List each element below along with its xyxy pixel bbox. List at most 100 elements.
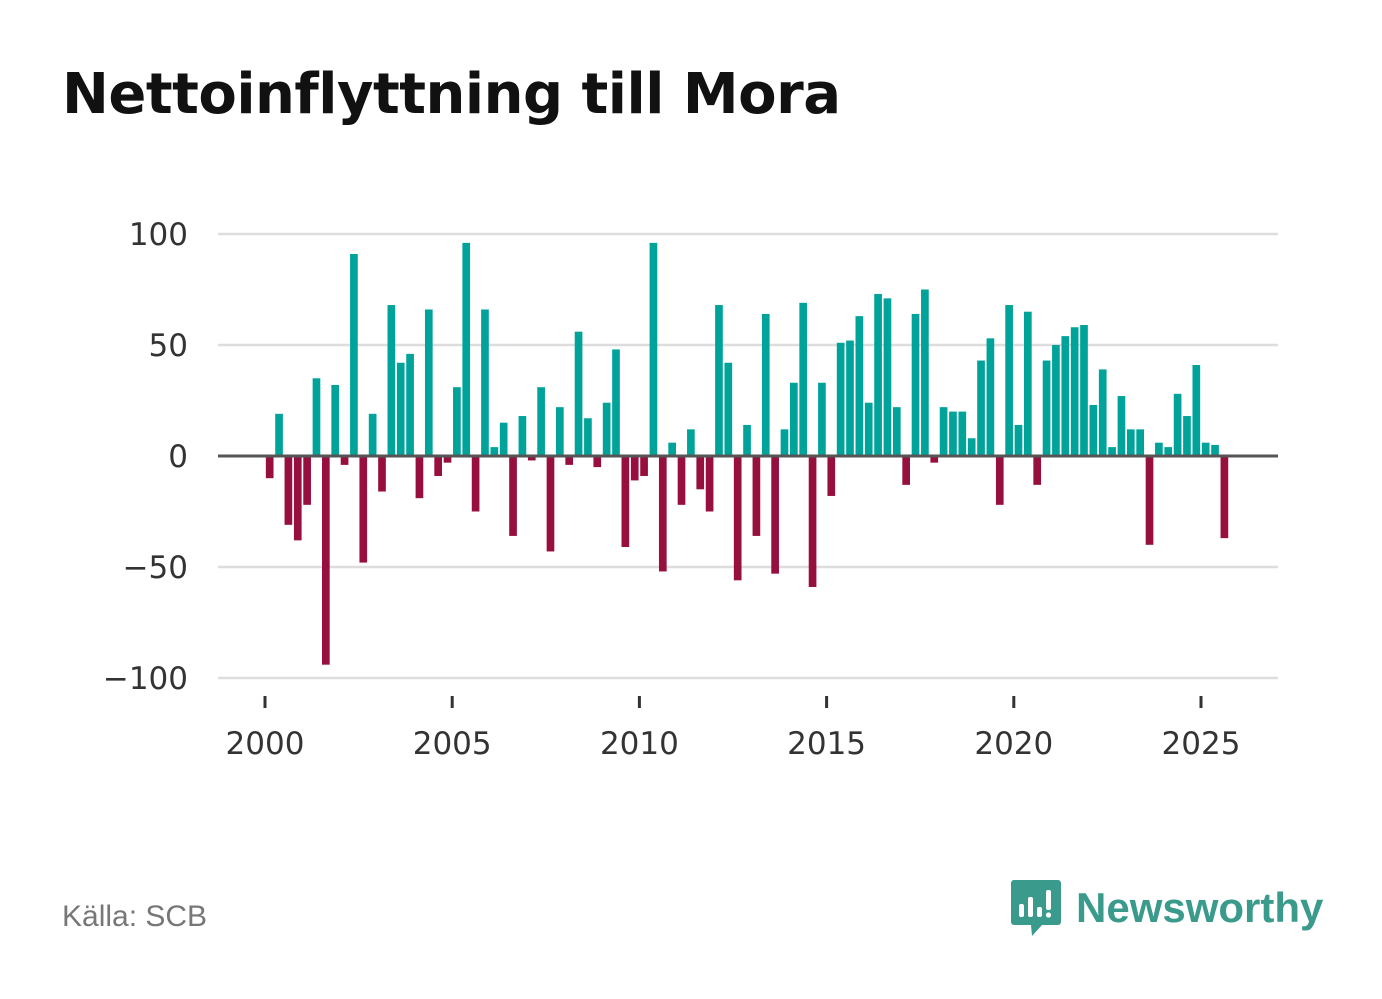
bar: [1098, 369, 1107, 456]
newsworthy-chart-bubble-icon: [1011, 880, 1061, 936]
bar: [808, 456, 817, 587]
x-tick-label: 2025: [1162, 726, 1241, 762]
x-tick-label: 2010: [600, 726, 679, 762]
bar: [761, 313, 770, 456]
bar: [780, 429, 789, 456]
bar: [949, 411, 957, 456]
bar: [434, 456, 442, 476]
bar: [359, 456, 368, 563]
bar: [1033, 456, 1042, 485]
bar: [584, 418, 592, 456]
bar: [312, 378, 321, 456]
bar: [340, 456, 349, 465]
bar: [658, 456, 667, 572]
bar: [424, 309, 433, 456]
bar: [705, 456, 714, 512]
bar: [827, 456, 836, 496]
bar: [687, 429, 695, 456]
bar: [602, 402, 611, 456]
bar: [453, 387, 461, 456]
bar: [1117, 396, 1126, 456]
bar: [995, 456, 1004, 505]
bar: [556, 407, 564, 456]
x-axis: 2000 2005 2010 2015 2020 2025: [226, 696, 1241, 762]
bar: [1042, 360, 1051, 456]
y-tick-label: −50: [123, 550, 188, 586]
y-tick-label: 0: [168, 439, 188, 475]
bar: [799, 302, 808, 456]
bar: [1080, 325, 1088, 456]
bar: [883, 298, 892, 456]
logo-wordmark: Newsworthy: [1076, 884, 1324, 931]
x-tick-label: 2020: [974, 726, 1053, 762]
bar: [574, 331, 583, 456]
bar: [892, 407, 901, 456]
bar: [930, 456, 939, 463]
bar: [939, 407, 948, 456]
y-tick-label: 100: [129, 217, 188, 253]
bar: [1136, 429, 1144, 456]
bar: [1220, 456, 1229, 539]
newsworthy-logo: Newsworthy: [1010, 878, 1323, 938]
bar: [874, 293, 882, 456]
bar: [846, 340, 854, 456]
bar: [1192, 364, 1201, 456]
bar: [387, 305, 396, 456]
bar: [752, 456, 761, 536]
bar: [864, 402, 873, 456]
bar: [1089, 404, 1098, 456]
bar: [1061, 336, 1070, 456]
bar: [537, 387, 545, 456]
bar: [462, 242, 471, 456]
bar: [368, 413, 377, 456]
bar: [649, 242, 658, 456]
x-tick-label: 2005: [413, 726, 492, 762]
bar: [265, 456, 274, 479]
bar: [836, 342, 845, 456]
bar: [565, 456, 574, 465]
bar: [293, 456, 302, 541]
bar: [1173, 393, 1182, 456]
bar: [1126, 429, 1135, 456]
bar: [668, 442, 676, 456]
x-tick-label: 2000: [226, 726, 305, 762]
bar: [1211, 444, 1219, 456]
y-tick-label: 50: [149, 328, 188, 364]
bar: [677, 456, 686, 505]
bar: [612, 349, 620, 456]
bar: [1005, 305, 1013, 456]
x-tick-label: 2015: [787, 726, 866, 762]
bar: [499, 422, 508, 456]
bar: [1183, 416, 1191, 456]
bar: [743, 424, 751, 456]
bar: [696, 456, 705, 490]
bar: [284, 456, 293, 525]
bar: [621, 456, 630, 548]
bar: [509, 456, 517, 536]
bar: [396, 362, 405, 456]
bar: [471, 456, 480, 512]
bar: [546, 456, 555, 552]
bar: [977, 360, 985, 456]
bar: [911, 313, 920, 456]
bar: [902, 456, 910, 485]
bar: [921, 289, 929, 456]
y-tick-label: −100: [103, 661, 188, 697]
bar: [1052, 345, 1060, 456]
bar: [818, 382, 826, 456]
bar: [640, 456, 648, 476]
bar: [715, 305, 723, 456]
bar: [443, 456, 452, 463]
bar: [303, 456, 311, 505]
y-axis: 100 50 0 −50 −100: [103, 217, 188, 697]
bar: [790, 382, 798, 456]
chart-title: Nettoinflyttning till Mora: [62, 62, 841, 127]
bar: [967, 438, 976, 456]
bar: [1024, 311, 1032, 456]
bar: [490, 447, 499, 456]
bar: [724, 362, 733, 456]
bar: [331, 384, 340, 456]
bar: [518, 416, 527, 456]
bar: [1164, 447, 1173, 456]
